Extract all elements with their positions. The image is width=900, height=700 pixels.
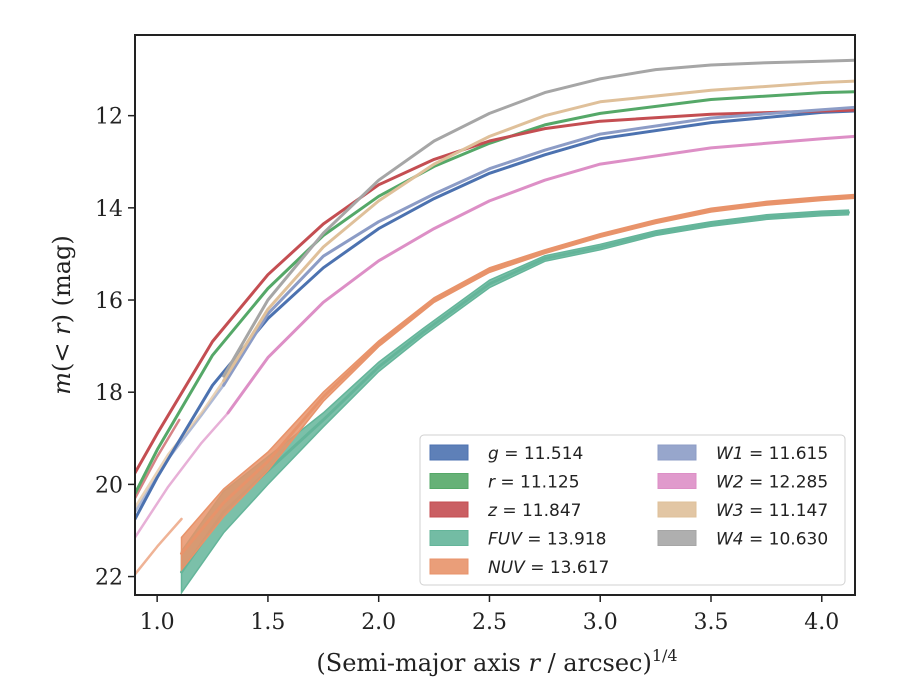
legend-swatch-g [429, 444, 469, 461]
x-tick-label: 1.5 [250, 610, 285, 635]
series-line-w1 [222, 105, 855, 387]
legend-label-z: z = 11.847 [487, 501, 581, 521]
series-line-w2 [226, 134, 855, 415]
legend-swatch-nuv [429, 558, 469, 575]
y-tick-label: 22 [95, 566, 123, 591]
series-line-nuv [180, 194, 855, 555]
y-tick-label: 20 [95, 473, 123, 498]
legend-label-nuv: NUV = 13.617 [488, 558, 609, 578]
x-axis-label: (Semi-major axis r / arcsec)1/4 [316, 646, 677, 677]
y-tick-label: 12 [95, 105, 123, 130]
legend-label-fuv: FUV = 13.918 [488, 530, 606, 550]
y-axis-label: m(< r) (mag) [48, 235, 76, 395]
legend-label-w3: W3 = 11.147 [716, 501, 828, 521]
plot-area [135, 58, 855, 595]
legend-swatch-w1 [657, 444, 697, 461]
y-tick-label: 16 [95, 289, 123, 314]
legend-label-w4: W4 = 10.630 [716, 530, 828, 550]
series-line-w3 [222, 79, 855, 383]
legend-swatch-fuv [429, 530, 469, 546]
legend-swatch-w4 [657, 530, 697, 546]
x-tick-label: 4.0 [804, 610, 839, 635]
series-band-fuv [180, 209, 850, 595]
y-axis: 12 14 16 18 20 22 [95, 105, 135, 591]
series-line-w4 [222, 58, 855, 378]
series-line-r [135, 90, 855, 496]
legend-label-r: r = 11.125 [488, 473, 580, 493]
x-tick-label: 3.0 [583, 610, 618, 635]
series-band-nuv [180, 193, 855, 572]
legend-label-g: g = 11.514 [488, 444, 583, 464]
extension-line-nuv [135, 517, 183, 576]
legend-swatch-r [429, 473, 469, 489]
x-tick-label: 3.5 [694, 610, 729, 635]
legend-label-w1: W1 = 11.615 [716, 444, 828, 464]
legend-swatch-z [429, 501, 469, 518]
x-tick-label: 2.5 [472, 610, 507, 635]
axes-border [134, 34, 856, 596]
series-line-g [135, 109, 855, 521]
x-tick-label: 1.0 [140, 610, 175, 635]
legend-box [419, 434, 846, 586]
series-line-fuv [180, 210, 850, 574]
x-tick-label: 2.0 [361, 610, 396, 635]
legend-swatch-w3 [657, 501, 697, 518]
legend-swatch-w2 [657, 473, 697, 489]
x-axis: 1.0 1.5 2.0 2.5 3.0 3.5 4.0 [140, 595, 839, 635]
legend: g = 11.514 r = 11.125 z = 11.847 FUV = 13.9… [419, 434, 846, 586]
series-line-z [135, 108, 855, 475]
legend-label-w2: W2 = 12.285 [716, 473, 828, 493]
y-tick-label: 18 [95, 381, 123, 406]
extension-line-w2 [135, 411, 230, 539]
y-tick-label: 14 [95, 197, 123, 222]
extension-line-z [135, 418, 181, 500]
axes-frame [134, 34, 856, 596]
